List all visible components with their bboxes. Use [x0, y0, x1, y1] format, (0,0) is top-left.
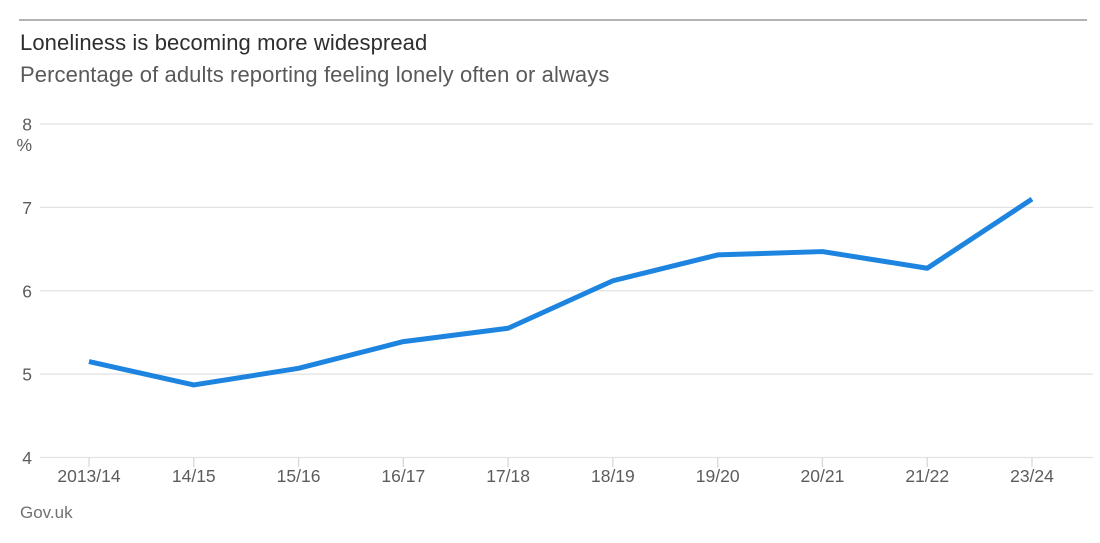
y-axis-tick-label: 7: [22, 198, 32, 218]
y-axis-tick-label: 4: [22, 448, 32, 468]
x-axis-tick-label: 20/21: [801, 466, 845, 486]
x-axis-tick-label: 16/17: [381, 466, 425, 486]
x-axis-tick-label: 18/19: [591, 466, 635, 486]
y-axis-tick-label: 8: [22, 115, 32, 135]
chart-subtitle: Percentage of adults reporting feeling l…: [20, 62, 610, 87]
x-axis-tick-label: 14/15: [172, 466, 216, 486]
source-attribution: Gov.uk: [20, 503, 73, 522]
y-axis-unit-label: %: [16, 135, 32, 155]
x-axis-tick-label: 15/16: [277, 466, 321, 486]
x-axis-tick-label: 2013/14: [57, 466, 121, 486]
x-axis-tick-label: 23/24: [1010, 466, 1054, 486]
y-axis-tick-label: 6: [22, 281, 32, 301]
x-axis-tick-label: 17/18: [486, 466, 530, 486]
y-axis-tick-label: 5: [22, 365, 32, 385]
chart-title: Loneliness is becoming more widespread: [20, 30, 428, 55]
loneliness-data-line: [88, 196, 1034, 388]
x-axis-tick-label: 21/22: [905, 466, 949, 486]
top-divider-rule: [19, 19, 1087, 21]
x-axis-tick-label: 19/20: [696, 466, 740, 486]
